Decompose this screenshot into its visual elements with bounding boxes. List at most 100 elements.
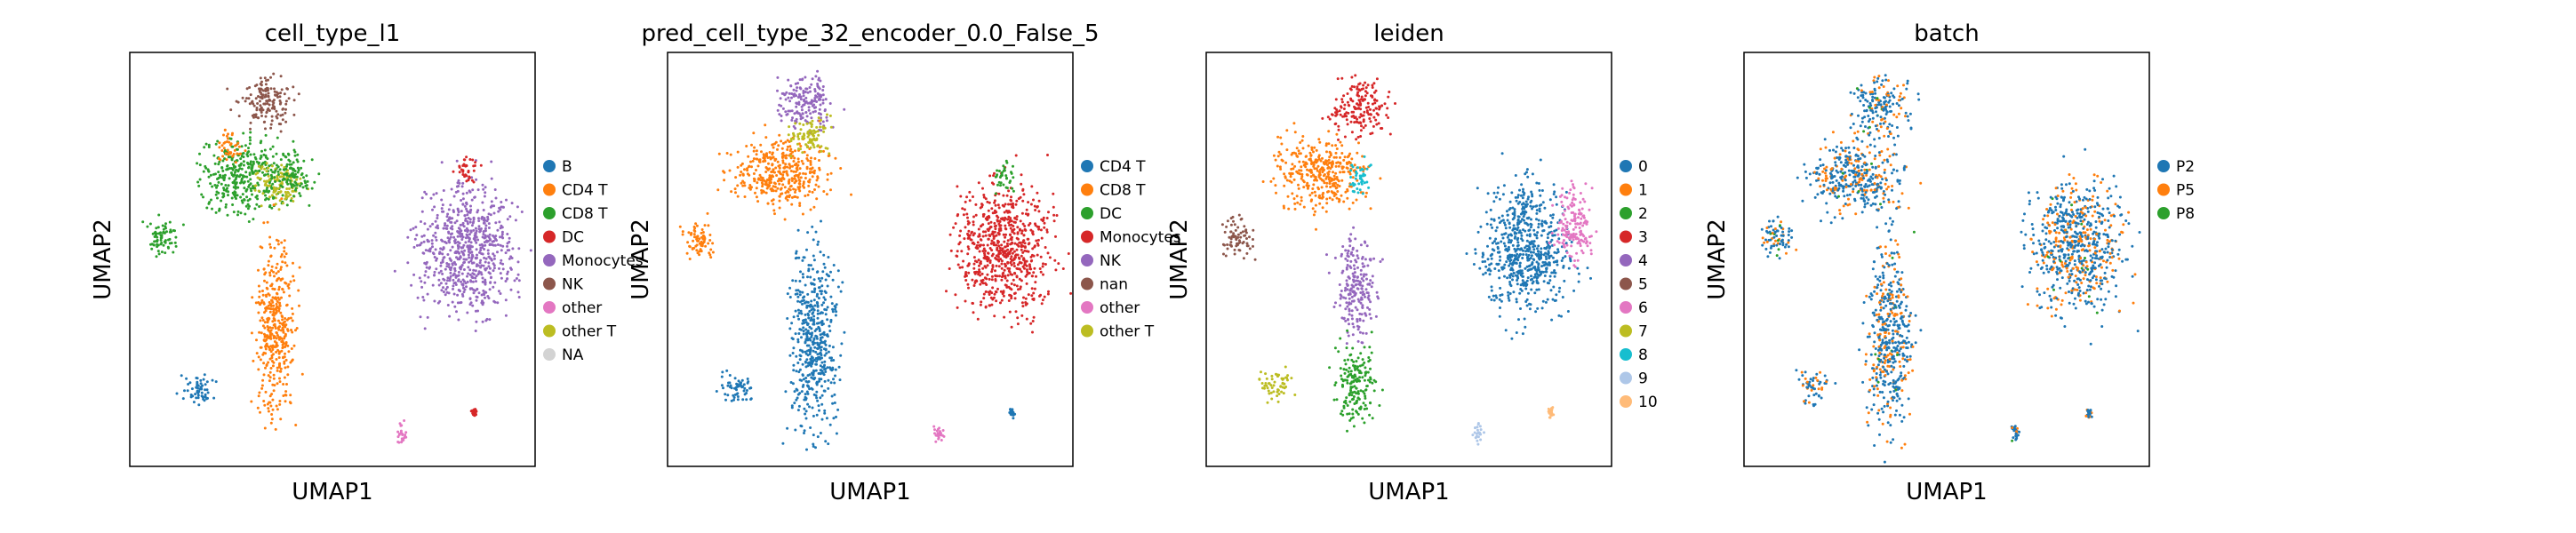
scatter-point: [995, 258, 998, 261]
scatter-point: [1364, 90, 1367, 93]
scatter-point: [233, 195, 236, 198]
scatter-point: [966, 282, 970, 286]
scatter-point: [249, 182, 252, 186]
scatter-point: [461, 164, 465, 167]
scatter-point: [1025, 259, 1028, 263]
scatter-point: [756, 200, 760, 203]
scatter-point: [284, 111, 287, 115]
scatter-point: [1346, 288, 1349, 291]
scatter-point: [1013, 242, 1017, 245]
scatter-point: [1372, 91, 1376, 94]
scatter-point: [240, 180, 244, 183]
scatter-point: [1305, 184, 1308, 187]
scatter-point: [793, 177, 796, 180]
scatter-point: [964, 200, 967, 203]
scatter-point: [252, 218, 255, 221]
scatter-point: [783, 166, 786, 170]
scatter-point: [1335, 196, 1339, 200]
scatter-point: [266, 344, 269, 347]
scatter-point: [225, 189, 228, 193]
scatter-point: [1345, 266, 1348, 269]
scatter-point: [475, 229, 478, 233]
scatter-point: [828, 423, 832, 426]
scatter-point: [772, 203, 775, 206]
scatter-point: [688, 258, 692, 260]
scatter-point: [220, 199, 223, 203]
scatter-point: [454, 274, 458, 277]
scatter-point: [706, 211, 709, 215]
scatter-point: [765, 187, 769, 190]
scatter-point: [285, 264, 289, 267]
scatter-point: [455, 310, 458, 314]
scatter-point: [833, 393, 836, 396]
scatter-point: [1011, 408, 1014, 411]
scatter-point: [766, 179, 770, 182]
scatter-point: [290, 329, 292, 331]
scatter-point: [1334, 98, 1338, 101]
scatter-point: [996, 183, 999, 187]
scatter-point: [1394, 102, 1396, 105]
scatter-point: [804, 361, 807, 364]
scatter-point: [988, 277, 991, 281]
scatter-point: [966, 245, 970, 249]
scatter-point: [273, 87, 276, 91]
scatter-point: [804, 410, 808, 413]
scatter-point: [483, 248, 486, 251]
scatter-point: [285, 203, 289, 207]
scatter-point: [1012, 164, 1014, 168]
scatter-point: [813, 330, 817, 332]
scatter-point: [824, 147, 828, 150]
scatter-point: [232, 181, 236, 185]
scatter-point: [1069, 291, 1073, 295]
scatter-point: [747, 380, 750, 384]
scatter-point: [457, 247, 460, 251]
scatter-point: [1352, 325, 1356, 329]
scatter-point: [834, 156, 837, 160]
scatter-point: [977, 273, 980, 276]
scatter-point: [822, 301, 826, 305]
scatter-point: [268, 330, 272, 334]
scatter-point: [477, 227, 481, 231]
scatter-point: [948, 233, 952, 236]
scatter-point: [1011, 187, 1014, 190]
scatter-point: [269, 305, 273, 307]
scatter-point: [949, 249, 953, 252]
scatter-point: [252, 359, 255, 362]
scatter-point: [799, 354, 803, 358]
scatter-point: [794, 174, 797, 177]
scatter-point: [808, 310, 812, 313]
scatter-point: [490, 275, 492, 279]
scatter-point: [196, 377, 199, 380]
scatter-point: [479, 246, 483, 250]
scatter-point: [471, 304, 475, 307]
scatter-point: [1236, 226, 1240, 229]
scatter-point: [476, 253, 478, 257]
scatter-point: [1252, 238, 1254, 241]
scatter-point: [424, 249, 428, 252]
scatter-point: [478, 261, 482, 265]
scatter-point: [1327, 142, 1331, 146]
scatter-point: [492, 257, 496, 260]
scatter-point: [484, 296, 486, 299]
scatter-point: [1341, 245, 1345, 248]
scatter-point: [1318, 172, 1322, 176]
scatter-point: [1356, 151, 1359, 155]
scatter-point: [786, 198, 789, 202]
scatter-point: [999, 251, 1003, 255]
scatter-point: [152, 243, 156, 247]
scatter-point: [780, 119, 783, 123]
scatter-point: [226, 137, 229, 140]
scatter-point: [296, 166, 300, 170]
scatter-point: [810, 335, 813, 338]
scatter-point: [234, 178, 237, 181]
scatter-point: [1327, 130, 1331, 133]
scatter-point: [796, 160, 800, 163]
scatter-point: [261, 378, 265, 382]
scatter-point: [785, 154, 788, 157]
umap-panel: pred_cell_type_32_encoder_0.0_False_5UMA…: [628, 20, 1181, 505]
scatter-point: [790, 118, 794, 122]
scatter-point: [996, 287, 999, 290]
scatter-point: [1359, 113, 1363, 116]
scatter-point: [824, 313, 828, 316]
scatter-point: [956, 306, 959, 309]
